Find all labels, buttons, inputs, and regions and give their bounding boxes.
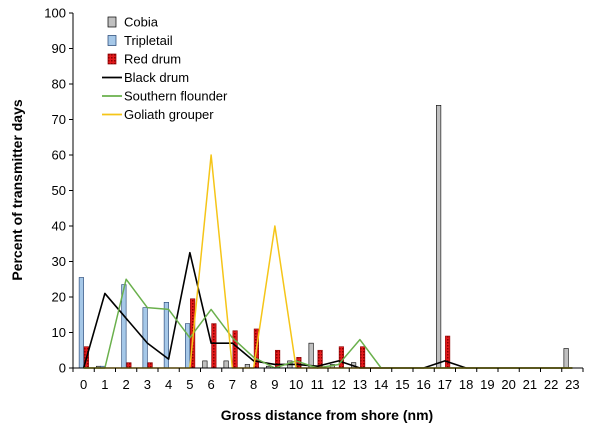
y-tick-label-20: 20 — [52, 290, 66, 305]
x-tick-label-10: 10 — [289, 377, 303, 392]
x-tick-label-23: 23 — [565, 377, 579, 392]
x-tick-label-2: 2 — [123, 377, 130, 392]
x-tick-label-5: 5 — [186, 377, 193, 392]
x-tick-label-21: 21 — [523, 377, 537, 392]
y-tick-label-100: 100 — [44, 6, 66, 21]
legend-label-red-drum: Red drum — [124, 52, 181, 67]
x-tick-label-19: 19 — [480, 377, 494, 392]
x-tick-label-8: 8 — [250, 377, 257, 392]
legend: Cobia Tripletail Red drum Black drum Souther… — [102, 15, 228, 122]
x-tick-label-11: 11 — [311, 377, 325, 392]
red-drum-bar-7 — [232, 330, 238, 369]
cobia-bar-6 — [202, 360, 208, 369]
y-axis-title: Percent of transmitter days — [9, 99, 25, 280]
legend-swatch-red-drum — [107, 53, 117, 65]
red-drum-bar-17 — [445, 335, 451, 369]
y-tick-label-90: 90 — [52, 41, 66, 56]
legend-label-southern-flounder: Southern flounder — [124, 89, 228, 104]
black-drum-line — [82, 251, 573, 369]
x-tick-label-20: 20 — [501, 377, 515, 392]
x-tick-label-9: 9 — [271, 377, 278, 392]
southern-flounder-line — [83, 278, 573, 369]
x-tick-label-7: 7 — [229, 377, 236, 392]
x-tick-label-1: 1 — [101, 377, 108, 392]
y-tick-label-70: 70 — [52, 112, 66, 127]
x-tick-label-15: 15 — [395, 377, 409, 392]
x-tick-label-17: 17 — [438, 377, 452, 392]
legend-label-tripletail: Tripletail — [124, 33, 173, 48]
x-tick-label-14: 14 — [374, 377, 388, 392]
x-tick-label-13: 13 — [353, 377, 367, 392]
legend-label-goliath-grouper: Goliath grouper — [124, 107, 214, 122]
y-tick-label-30: 30 — [52, 254, 66, 269]
x-tick-label-16: 16 — [416, 377, 430, 392]
legend-swatch-tripletail — [107, 35, 117, 46]
cobia-bar-17 — [436, 105, 442, 369]
x-tick-label-4: 4 — [165, 377, 172, 392]
y-tick-label-50: 50 — [52, 183, 66, 198]
x-tick-label-18: 18 — [459, 377, 473, 392]
y-tick-label-40: 40 — [52, 219, 66, 234]
red-drum-bar-2 — [126, 362, 132, 369]
red-drum-bar-3 — [147, 362, 153, 369]
cobia-bar-23 — [563, 348, 569, 369]
red-drum-bar-6 — [211, 323, 217, 369]
red-drum-bar-9 — [275, 349, 281, 369]
tripletail-bar-0 — [78, 277, 84, 369]
x-tick-label-12: 12 — [331, 377, 345, 392]
x-tick-label-3: 3 — [144, 377, 151, 392]
legend-swatch-cobia — [107, 16, 117, 28]
y-tick-label-10: 10 — [52, 325, 66, 340]
x-tick-label-6: 6 — [208, 377, 215, 392]
plot-area — [78, 105, 573, 369]
x-tick-label-22: 22 — [544, 377, 558, 392]
x-axis-title: Gross distance from shore (nm) — [221, 407, 433, 423]
tripletail-bar-5 — [185, 323, 191, 369]
legend-label-black-drum: Black drum — [124, 70, 189, 85]
y-tick-label-80: 80 — [52, 77, 66, 92]
x-tick-label-0: 0 — [80, 377, 87, 392]
legend-label-cobia: Cobia — [124, 15, 159, 30]
y-tick-label-0: 0 — [59, 361, 66, 376]
cobia-bar-11 — [308, 342, 314, 369]
cobia-bar-7 — [223, 360, 229, 369]
goliath-grouper-line — [83, 154, 573, 369]
red-drum-bar-13 — [360, 346, 366, 369]
y-tick-label-60: 60 — [52, 148, 66, 163]
red-drum-bar-12 — [338, 346, 344, 369]
